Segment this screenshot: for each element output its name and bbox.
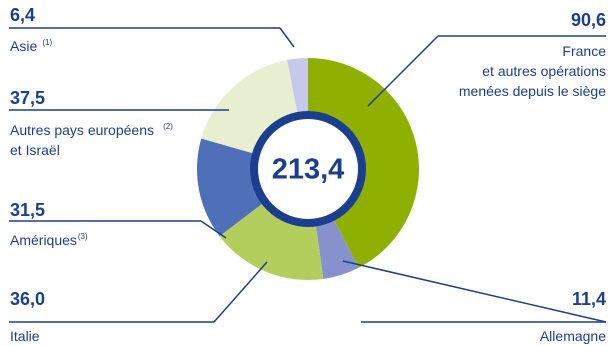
leader-lines-layer bbox=[9, 27, 607, 323]
footnote-autres-europe-0: (2) bbox=[163, 122, 173, 131]
leader-connector-ameriques bbox=[200, 220, 227, 239]
value-label-france: 90,6 bbox=[571, 10, 606, 30]
slice-asie bbox=[287, 58, 308, 114]
category-label-autres-europe-line-1: et Israël bbox=[10, 142, 60, 158]
footnote-ameriques-0: (3) bbox=[78, 232, 88, 241]
category-label-france-line-0: France bbox=[562, 43, 606, 59]
labels-layer: 90,6 France et autres opérations menées dep… bbox=[10, 5, 606, 344]
ring-layer: 213,4 bbox=[250, 111, 366, 227]
footnote-asie-0: (1) bbox=[42, 38, 52, 47]
leader-connector-allemagne bbox=[342, 260, 607, 323]
leader-connector-asie bbox=[279, 27, 295, 48]
center-disk bbox=[252, 113, 364, 225]
value-label-allemagne: 11,4 bbox=[572, 289, 606, 309]
center-ring bbox=[250, 111, 366, 227]
category-label-france-line-2: menées depuis le siège bbox=[459, 83, 606, 99]
slice-ameriques bbox=[197, 138, 264, 237]
center-total-label: 213,4 bbox=[272, 154, 345, 186]
category-label-autres-europe-line-0: Autres pays européens bbox=[10, 122, 154, 138]
category-label-france-line-1: et autres opérations bbox=[482, 63, 606, 79]
value-label-ameriques: 31,5 bbox=[10, 200, 45, 220]
slice-france bbox=[308, 58, 420, 268]
category-label-asie-line-0: Asie bbox=[10, 38, 37, 54]
slice-allemagne bbox=[315, 218, 359, 279]
leader-connector-france bbox=[367, 35, 439, 107]
category-label-ameriques-line-0: Amériques bbox=[10, 232, 77, 248]
value-label-italie: 36,0 bbox=[10, 289, 45, 309]
category-label-allemagne-line-0: Allemagne bbox=[540, 328, 606, 344]
slice-autres-europe bbox=[201, 59, 298, 154]
value-label-autres-europe: 37,5 bbox=[10, 88, 45, 108]
category-label-italie-line-0: Italie bbox=[10, 328, 40, 344]
slices-layer bbox=[197, 58, 420, 281]
value-label-asie: 6,4 bbox=[10, 5, 35, 25]
slice-italie bbox=[219, 202, 324, 281]
leader-connector-italie bbox=[213, 261, 268, 323]
